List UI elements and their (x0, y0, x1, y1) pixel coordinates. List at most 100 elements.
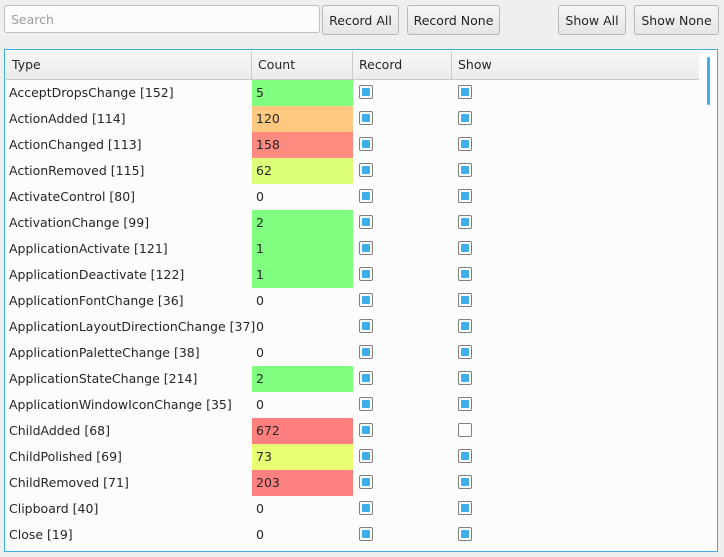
record-cell (359, 80, 379, 106)
table-row[interactable]: AcceptDropsChange [152] 5 (6, 80, 699, 106)
show-cell (458, 132, 478, 158)
event-type-cell: ApplicationPaletteChange [38] (9, 345, 200, 360)
event-type-cell: ApplicationDeactivate [122] (9, 267, 185, 282)
show-checkbox[interactable] (458, 85, 472, 99)
table-row[interactable]: ApplicationDeactivate [122] 1 (6, 262, 699, 288)
record-cell (359, 496, 379, 522)
event-type-cell: ChildPolished [69] (9, 449, 122, 464)
event-type-table: Type Count Record Show AcceptDropsChange… (4, 49, 718, 552)
record-checkbox[interactable] (359, 475, 373, 489)
event-count-cell: 2 (252, 366, 353, 392)
table-row[interactable]: ActionAdded [114] 120 (6, 106, 699, 132)
table-row[interactable]: ActivationChange [99] 2 (6, 210, 699, 236)
table-row[interactable]: ChildPolished [69] 73 (6, 444, 699, 470)
record-checkbox[interactable] (359, 527, 373, 541)
show-checkbox[interactable] (458, 241, 472, 255)
record-checkbox[interactable] (359, 319, 373, 333)
record-checkbox[interactable] (359, 397, 373, 411)
show-checkbox[interactable] (458, 111, 472, 125)
event-count-cell: 1 (252, 236, 353, 262)
show-checkbox[interactable] (458, 397, 472, 411)
show-cell (458, 496, 478, 522)
event-count-cell: 158 (252, 132, 353, 158)
event-count-cell: 0 (256, 345, 264, 360)
show-checkbox[interactable] (458, 475, 472, 489)
show-checkbox[interactable] (458, 527, 472, 541)
show-cell (458, 366, 478, 392)
show-cell (458, 392, 478, 418)
table-row[interactable]: ApplicationFontChange [36] 0 (6, 288, 699, 314)
show-checkbox[interactable] (458, 137, 472, 151)
table-row[interactable]: ApplicationStateChange [214] 2 (6, 366, 699, 392)
record-checkbox[interactable] (359, 189, 373, 203)
event-count-cell: 62 (252, 158, 353, 184)
show-checkbox[interactable] (458, 267, 472, 281)
table-row[interactable]: ActivateControl [80] 0 (6, 184, 699, 210)
record-cell (359, 340, 379, 366)
table-row[interactable]: ActionRemoved [115] 62 (6, 158, 699, 184)
vertical-scrollbar[interactable] (700, 51, 717, 551)
table-row[interactable]: ApplicationActivate [121] 1 (6, 236, 699, 262)
show-checkbox[interactable] (458, 163, 472, 177)
record-checkbox[interactable] (359, 345, 373, 359)
record-checkbox[interactable] (359, 111, 373, 125)
column-header-show[interactable]: Show (458, 57, 492, 72)
show-checkbox[interactable] (458, 423, 472, 437)
table-row[interactable]: ActionChanged [113] 158 (6, 132, 699, 158)
show-cell (458, 158, 478, 184)
record-all-button[interactable]: Record All (322, 5, 399, 35)
record-cell (359, 106, 379, 132)
record-checkbox[interactable] (359, 215, 373, 229)
event-type-cell: ApplicationLayoutDirectionChange [37] (9, 319, 256, 334)
show-all-button[interactable]: Show All (558, 5, 626, 35)
record-checkbox[interactable] (359, 449, 373, 463)
record-cell (359, 132, 379, 158)
record-checkbox[interactable] (359, 423, 373, 437)
show-checkbox[interactable] (458, 345, 472, 359)
table-header: Type Count Record Show (6, 51, 699, 80)
column-header-record[interactable]: Record (353, 51, 452, 79)
event-type-cell: Close [19] (9, 527, 73, 542)
show-checkbox[interactable] (458, 501, 472, 515)
table-row[interactable]: ChildAdded [68] 672 (6, 418, 699, 444)
record-cell (359, 418, 379, 444)
record-checkbox[interactable] (359, 137, 373, 151)
record-checkbox[interactable] (359, 371, 373, 385)
event-count-cell: 0 (256, 293, 264, 308)
record-none-button[interactable]: Record None (407, 5, 500, 35)
record-cell (359, 262, 379, 288)
column-header-type[interactable]: Type (6, 51, 252, 79)
show-checkbox[interactable] (458, 189, 472, 203)
event-type-cell: ApplicationFontChange [36] (9, 293, 184, 308)
table-row[interactable]: ApplicationWindowIconChange [35] 0 (6, 392, 699, 418)
event-count-cell: 0 (256, 189, 264, 204)
record-cell (359, 288, 379, 314)
show-checkbox[interactable] (458, 371, 472, 385)
show-none-button[interactable]: Show None (634, 5, 719, 35)
show-checkbox[interactable] (458, 293, 472, 307)
event-type-cell: ActivationChange [99] (9, 215, 150, 230)
record-checkbox[interactable] (359, 267, 373, 281)
show-checkbox[interactable] (458, 449, 472, 463)
table-row[interactable]: ApplicationPaletteChange [38] 0 (6, 340, 699, 366)
record-checkbox[interactable] (359, 293, 373, 307)
table-row[interactable]: ChildRemoved [71] 203 (6, 470, 699, 496)
event-type-cell: AcceptDropsChange [152] (9, 85, 174, 100)
search-input[interactable] (4, 5, 320, 33)
event-count-cell: 1 (252, 262, 353, 288)
record-checkbox[interactable] (359, 163, 373, 177)
scrollbar-thumb[interactable] (707, 57, 710, 105)
show-cell (458, 106, 478, 132)
event-type-cell: ApplicationWindowIconChange [35] (9, 397, 232, 412)
table-row[interactable]: Clipboard [40] 0 (6, 496, 699, 522)
event-count-cell: 0 (256, 527, 264, 542)
record-checkbox[interactable] (359, 241, 373, 255)
column-header-count[interactable]: Count (252, 51, 353, 79)
record-cell (359, 314, 379, 340)
table-row[interactable]: ApplicationLayoutDirectionChange [37] 0 (6, 314, 699, 340)
show-checkbox[interactable] (458, 319, 472, 333)
record-checkbox[interactable] (359, 85, 373, 99)
table-row[interactable]: Close [19] 0 (6, 522, 699, 548)
show-checkbox[interactable] (458, 215, 472, 229)
record-checkbox[interactable] (359, 501, 373, 515)
